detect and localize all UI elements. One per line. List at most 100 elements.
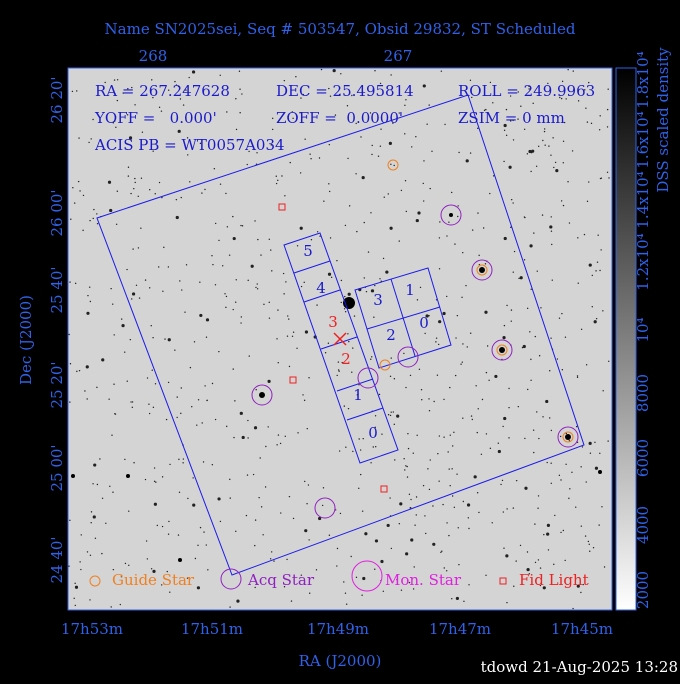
- star: [253, 426, 258, 430]
- star: [405, 386, 407, 389]
- star: [484, 310, 488, 314]
- star: [90, 511, 93, 513]
- star: [197, 399, 200, 401]
- star: [450, 191, 453, 194]
- star: [109, 485, 111, 488]
- star: [437, 452, 439, 455]
- star: [248, 150, 250, 153]
- star: [241, 93, 243, 95]
- star: [562, 140, 565, 142]
- star: [310, 157, 312, 160]
- star: [318, 157, 321, 159]
- star: [537, 495, 540, 497]
- star: [489, 192, 491, 195]
- star: [271, 128, 274, 131]
- star: [344, 592, 347, 594]
- star: [470, 332, 472, 334]
- star: [532, 102, 534, 105]
- star: [309, 592, 311, 594]
- star: [547, 82, 549, 85]
- star: [252, 473, 255, 476]
- star: [427, 468, 429, 470]
- star: [151, 79, 153, 81]
- star: [556, 358, 559, 360]
- star: [553, 563, 555, 566]
- labels: 26 20' 26 00' 25 40' 25 20' 25 00' 24 40' 17h5…: [48, 51, 652, 638]
- star: [492, 175, 495, 177]
- star: [211, 464, 214, 466]
- star: [247, 437, 249, 439]
- star: [606, 108, 609, 111]
- star: [457, 527, 459, 529]
- x-tick-label: 17h45m: [551, 620, 613, 638]
- star: [154, 383, 157, 385]
- title: Name SN2025sei, Seq # 503547, Obsid 2983…: [105, 20, 576, 38]
- star: [151, 369, 153, 371]
- star: [347, 157, 349, 160]
- star: [150, 568, 153, 570]
- star: [202, 461, 205, 463]
- star: [436, 374, 439, 376]
- star: [372, 446, 374, 448]
- star: [438, 268, 441, 270]
- star: [328, 534, 331, 536]
- star: [185, 89, 187, 91]
- star: [607, 440, 609, 442]
- star: [412, 452, 414, 454]
- star: [410, 498, 412, 501]
- star: [343, 581, 345, 583]
- star: [299, 112, 301, 114]
- star: [471, 229, 474, 231]
- star: [606, 171, 609, 174]
- star: [176, 416, 178, 419]
- star: [284, 435, 286, 437]
- info: RA = 267.247628: [95, 82, 230, 100]
- star: [291, 111, 294, 113]
- star: [256, 152, 258, 154]
- star: [246, 474, 249, 476]
- star: [110, 287, 112, 290]
- star: [449, 484, 451, 487]
- star: [137, 247, 140, 249]
- star: [489, 447, 492, 450]
- star: [420, 389, 423, 391]
- star: [156, 524, 159, 527]
- star: [365, 290, 368, 293]
- star: [576, 375, 579, 377]
- star: [134, 181, 136, 184]
- star: [513, 585, 515, 587]
- star: [187, 497, 189, 500]
- star: [515, 479, 518, 482]
- star: [85, 365, 89, 369]
- star: [478, 254, 480, 257]
- star: [128, 136, 133, 140]
- legend-label: Acq Star: [247, 571, 315, 589]
- star: [300, 97, 302, 99]
- star: [269, 558, 272, 560]
- star: [598, 129, 601, 131]
- star: [302, 93, 305, 96]
- star: [146, 558, 149, 560]
- star: [485, 574, 487, 576]
- star: [435, 337, 438, 339]
- star: [70, 218, 72, 220]
- star: [377, 155, 380, 157]
- star: [599, 269, 601, 272]
- star: [78, 137, 80, 139]
- star: [382, 590, 385, 593]
- star: [388, 141, 392, 146]
- star: [110, 606, 112, 608]
- star: [257, 238, 259, 241]
- star: [503, 547, 505, 549]
- star: [205, 544, 207, 546]
- star: [408, 493, 411, 496]
- star: [580, 591, 582, 594]
- star: [348, 205, 351, 207]
- star: [510, 320, 512, 322]
- star: [247, 279, 249, 282]
- star: [432, 505, 434, 507]
- star: [412, 588, 415, 590]
- star: [414, 524, 416, 526]
- colorbar-tick-label: 1.4x10⁴: [634, 171, 652, 228]
- x-tick-label: 17h53m: [61, 620, 123, 638]
